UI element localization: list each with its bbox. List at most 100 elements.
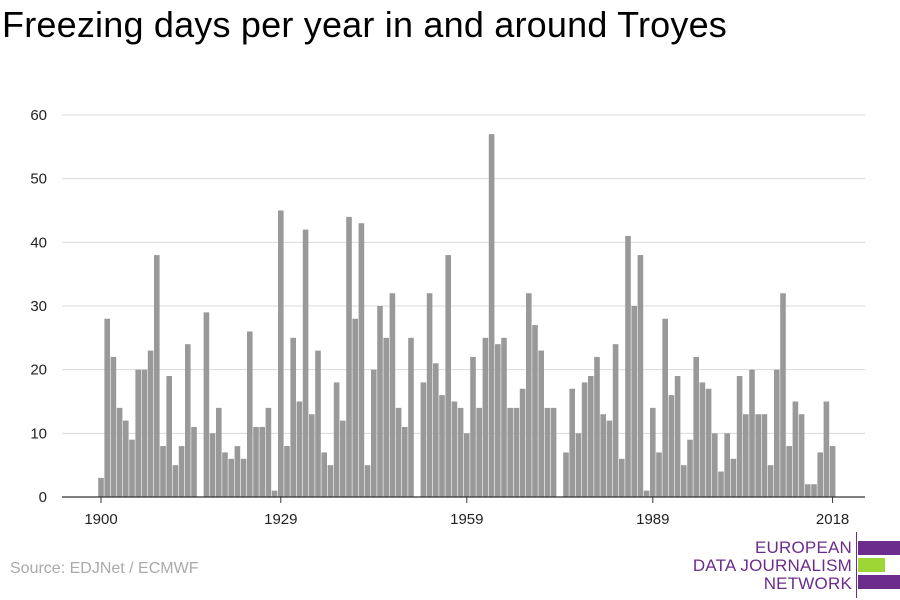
bar-1982 <box>606 420 613 497</box>
bar-1994 <box>681 465 687 497</box>
bar-1980 <box>594 356 600 497</box>
x-tick-label: 1929 <box>264 511 297 528</box>
bar-1930 <box>284 446 290 497</box>
logo-bar-top <box>858 541 900 555</box>
bar-1959 <box>464 433 470 497</box>
y-tick-label: 20 <box>30 362 47 379</box>
bar-1940 <box>346 216 352 497</box>
bar-1952 <box>420 382 427 497</box>
bar-2013 <box>798 414 805 497</box>
bar-1992 <box>668 395 675 497</box>
bar-1989 <box>650 407 656 497</box>
bar-1935 <box>315 350 321 497</box>
y-tick-label: 0 <box>39 489 47 506</box>
gridlines <box>62 114 865 434</box>
bar-2015 <box>811 484 817 497</box>
bar-1931 <box>290 337 296 497</box>
bar-1932 <box>296 401 303 497</box>
bar-1922 <box>234 446 241 497</box>
bar-chart: 0 10 20 30 40 50 60 1900 1929 1959 1989 2018 <box>30 107 865 528</box>
bar-1929 <box>278 210 284 497</box>
x-tick-label: 1900 <box>84 511 117 528</box>
bar-1937 <box>327 465 334 497</box>
x-tick-label: 1959 <box>450 511 483 528</box>
bar-1958 <box>457 407 464 497</box>
y-tick-label: 50 <box>30 171 47 188</box>
bar-2007 <box>761 414 768 497</box>
bar-1965 <box>501 337 507 497</box>
bar-1967 <box>513 407 520 497</box>
bar-1995 <box>687 439 693 497</box>
bar-1908 <box>147 350 154 497</box>
bar-1946 <box>383 337 389 497</box>
bar-1961 <box>476 407 482 497</box>
bar-1919 <box>216 407 222 497</box>
bar-1917 <box>203 312 210 497</box>
bar-1963 <box>488 134 495 497</box>
bar-2004 <box>743 414 749 497</box>
bar-1910 <box>160 446 166 497</box>
bar-1984 <box>619 458 625 497</box>
bar-1945 <box>377 306 383 497</box>
bar-2009 <box>774 369 780 497</box>
chart-title: Freezing days per year in and around Tro… <box>2 4 727 45</box>
bar-1939 <box>340 420 346 497</box>
bar-1920 <box>222 452 228 497</box>
bar-1906 <box>135 369 141 497</box>
logo-bar-middle <box>858 558 885 572</box>
bar-1904 <box>123 420 129 497</box>
bar-1999 <box>712 433 718 497</box>
bar-1944 <box>371 369 377 497</box>
bar-1925 <box>253 426 259 497</box>
bar-1938 <box>333 382 340 497</box>
bar-1921 <box>228 458 234 497</box>
bar-1983 <box>612 344 619 497</box>
bar-1902 <box>110 356 117 497</box>
bar-1969 <box>526 293 532 497</box>
bar-2000 <box>718 471 724 497</box>
bar-1986 <box>631 306 637 497</box>
bar-1975 <box>563 452 569 497</box>
bar-1976 <box>569 388 575 497</box>
bar-1953 <box>426 293 433 497</box>
bar-1900 <box>98 477 104 497</box>
bar-2014 <box>805 484 811 497</box>
axes: 0 10 20 30 40 50 60 1900 1929 1959 1989 2018 <box>30 107 865 528</box>
logo-text-line-1: EUROPEAN <box>754 538 852 557</box>
bar-1949 <box>402 426 408 497</box>
bar-1972 <box>544 407 551 497</box>
y-tick-label: 30 <box>30 298 47 315</box>
bar-1911 <box>166 376 172 497</box>
y-tick-label: 40 <box>30 234 47 251</box>
logo-bar-bottom <box>858 575 900 589</box>
bar-1973 <box>550 407 557 497</box>
bar-1962 <box>482 337 489 497</box>
bar-1903 <box>116 407 123 497</box>
bar-1948 <box>395 407 402 497</box>
bar-1987 <box>637 255 644 497</box>
bar-1914 <box>185 344 191 497</box>
logo-text-line-3: NETWORK <box>763 574 852 593</box>
bar-1968 <box>519 388 526 497</box>
bar-1990 <box>656 452 662 497</box>
bar-1954 <box>433 363 439 497</box>
edjnet-logo[interactable]: EUROPEAN DATA JOURNALISM NETWORK <box>693 532 900 598</box>
bar-2012 <box>792 401 799 497</box>
bar-1905 <box>129 439 135 497</box>
bar-2002 <box>730 458 737 497</box>
bar-1933 <box>302 229 309 497</box>
logo-text-line-2: DATA JOURNALISM <box>692 556 852 575</box>
bar-1915 <box>191 426 197 497</box>
bar-1988 <box>643 490 650 497</box>
bar-1981 <box>600 414 606 497</box>
bar-1928 <box>271 490 278 497</box>
bars <box>98 134 836 498</box>
y-tick-label: 60 <box>30 107 47 124</box>
bar-2003 <box>736 376 743 497</box>
bar-1927 <box>265 407 272 497</box>
x-tick-label: 2018 <box>816 511 849 528</box>
bar-1912 <box>172 465 179 497</box>
bar-2010 <box>780 293 786 497</box>
bar-2011 <box>786 446 792 497</box>
bar-1970 <box>532 325 538 497</box>
